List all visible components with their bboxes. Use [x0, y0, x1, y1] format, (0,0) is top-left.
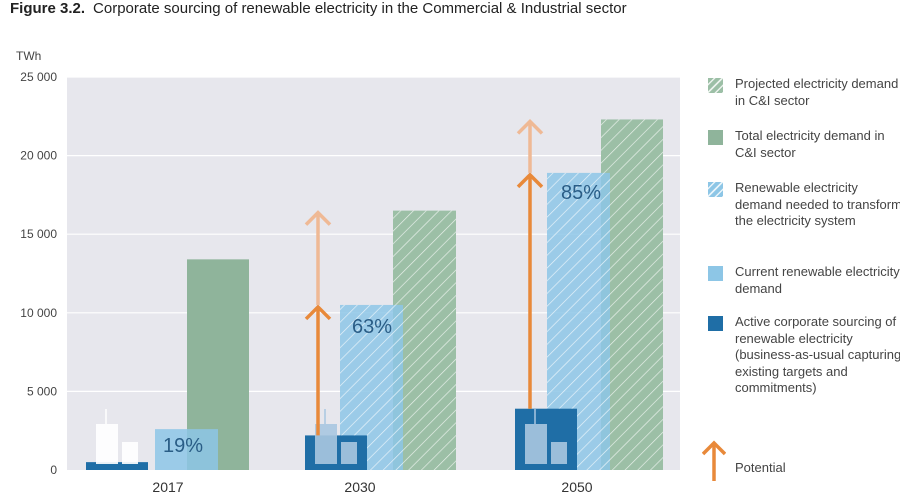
- potential-arrow-extension-head: [516, 118, 544, 135]
- legend-label: Renewable electricity demand needed to t…: [735, 180, 900, 228]
- share-label: 63%: [352, 316, 392, 338]
- share-label: 85%: [561, 182, 601, 204]
- y-tick-label: 15 000: [20, 227, 57, 241]
- y-tick-label: 5 000: [27, 384, 57, 398]
- share-label: 19%: [163, 435, 203, 457]
- y-tick-label: 10 000: [20, 306, 57, 320]
- building-icon: [315, 424, 337, 464]
- figure-title: Figure 3.2. Corporate sourcing of renewab…: [10, 0, 627, 17]
- bar-hatch-projected-2050: [601, 119, 663, 470]
- legend-swatch-projected: [708, 78, 723, 93]
- legend-label: Active corporate sourcing of renewable e…: [735, 314, 900, 395]
- legend-label: Potential: [735, 460, 786, 475]
- figure-number: Figure 3.2.: [10, 0, 86, 17]
- legend-swatch-needed: [708, 182, 723, 197]
- building-icon: [525, 424, 547, 464]
- legend-label: Total electricity demand in C&I sector: [735, 128, 885, 160]
- orange-arrow-icon: [702, 440, 726, 481]
- y-tick-label: 20 000: [20, 149, 57, 163]
- bar-active-2017: [86, 462, 148, 470]
- building-small-icon: [551, 442, 567, 464]
- potential-arrow-head: [516, 172, 544, 189]
- legend-label: Projected electricity demand in C&I sect…: [735, 76, 899, 108]
- legend-label: Current renewable electricity demand: [735, 264, 900, 296]
- y-axis-label: TWh: [16, 49, 41, 63]
- figure-caption: Corporate sourcing of renewable electric…: [93, 0, 627, 17]
- legend-swatch-current: [708, 266, 723, 281]
- legend-swatch-active: [708, 316, 723, 331]
- legend-swatch-total: [708, 130, 723, 145]
- building-small-icon: [341, 442, 357, 464]
- potential-arrow-extension-head: [304, 210, 332, 226]
- building-small-icon: [122, 442, 138, 464]
- building-icon: [96, 424, 118, 464]
- y-tick-label: 25 000: [20, 70, 57, 84]
- potential-arrow-head: [304, 304, 332, 321]
- bar-current-2017: [155, 429, 218, 470]
- x-tick-label: 2050: [561, 479, 592, 495]
- y-tick-label: 0: [50, 463, 57, 477]
- x-tick-label: 2017: [152, 479, 183, 495]
- bar-hatch-projected-2030: [393, 210, 456, 470]
- x-tick-label: 2030: [344, 479, 375, 495]
